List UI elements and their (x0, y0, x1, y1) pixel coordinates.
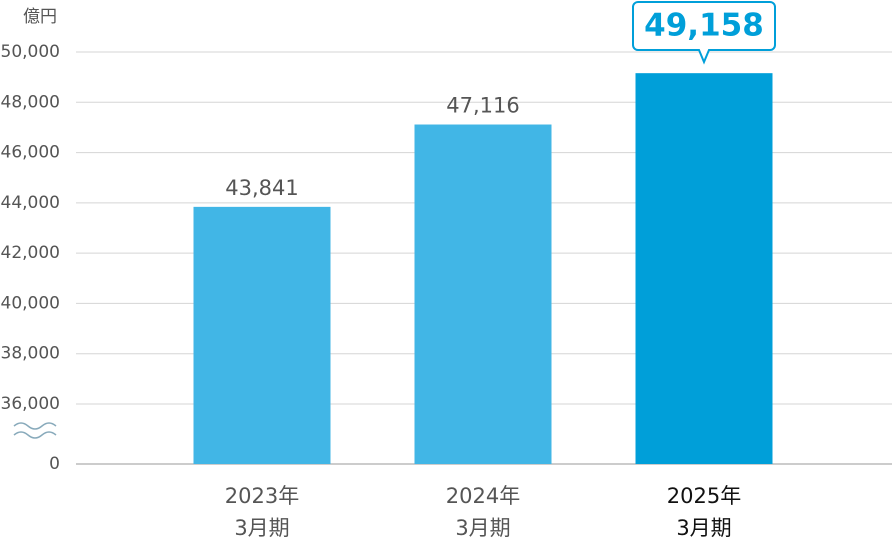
x-tick-label: 2025年 (667, 484, 741, 508)
y-tick-label: 50,000 (1, 42, 60, 62)
bar (414, 124, 552, 465)
y-tick-label: 44,000 (1, 193, 60, 213)
y-tick-label: 0 (49, 454, 60, 474)
y-tick-label: 42,000 (1, 243, 60, 263)
unit-label: 億円 (23, 7, 57, 27)
value-label: 49,158 (644, 8, 764, 44)
break-wave (13, 422, 57, 430)
x-tick-label: 3月期 (234, 516, 289, 540)
axis-break (13, 422, 57, 439)
value-label: 43,841 (225, 176, 298, 200)
y-tick-label: 48,000 (1, 92, 60, 112)
bar (193, 206, 331, 464)
bar (635, 73, 773, 464)
y-tick-label: 46,000 (1, 143, 60, 163)
x-tick-label: 3月期 (455, 516, 510, 540)
value-label: 47,116 (446, 94, 519, 118)
break-wave (13, 431, 57, 439)
y-tick-label: 38,000 (1, 344, 60, 364)
x-tick-label: 2024年 (446, 484, 520, 508)
y-tick-label: 40,000 (1, 293, 60, 313)
y-tick-label: 36,000 (1, 394, 60, 414)
callout (632, 1, 776, 65)
x-tick-label: 3月期 (676, 516, 731, 540)
x-tick-label: 2023年 (225, 484, 299, 508)
